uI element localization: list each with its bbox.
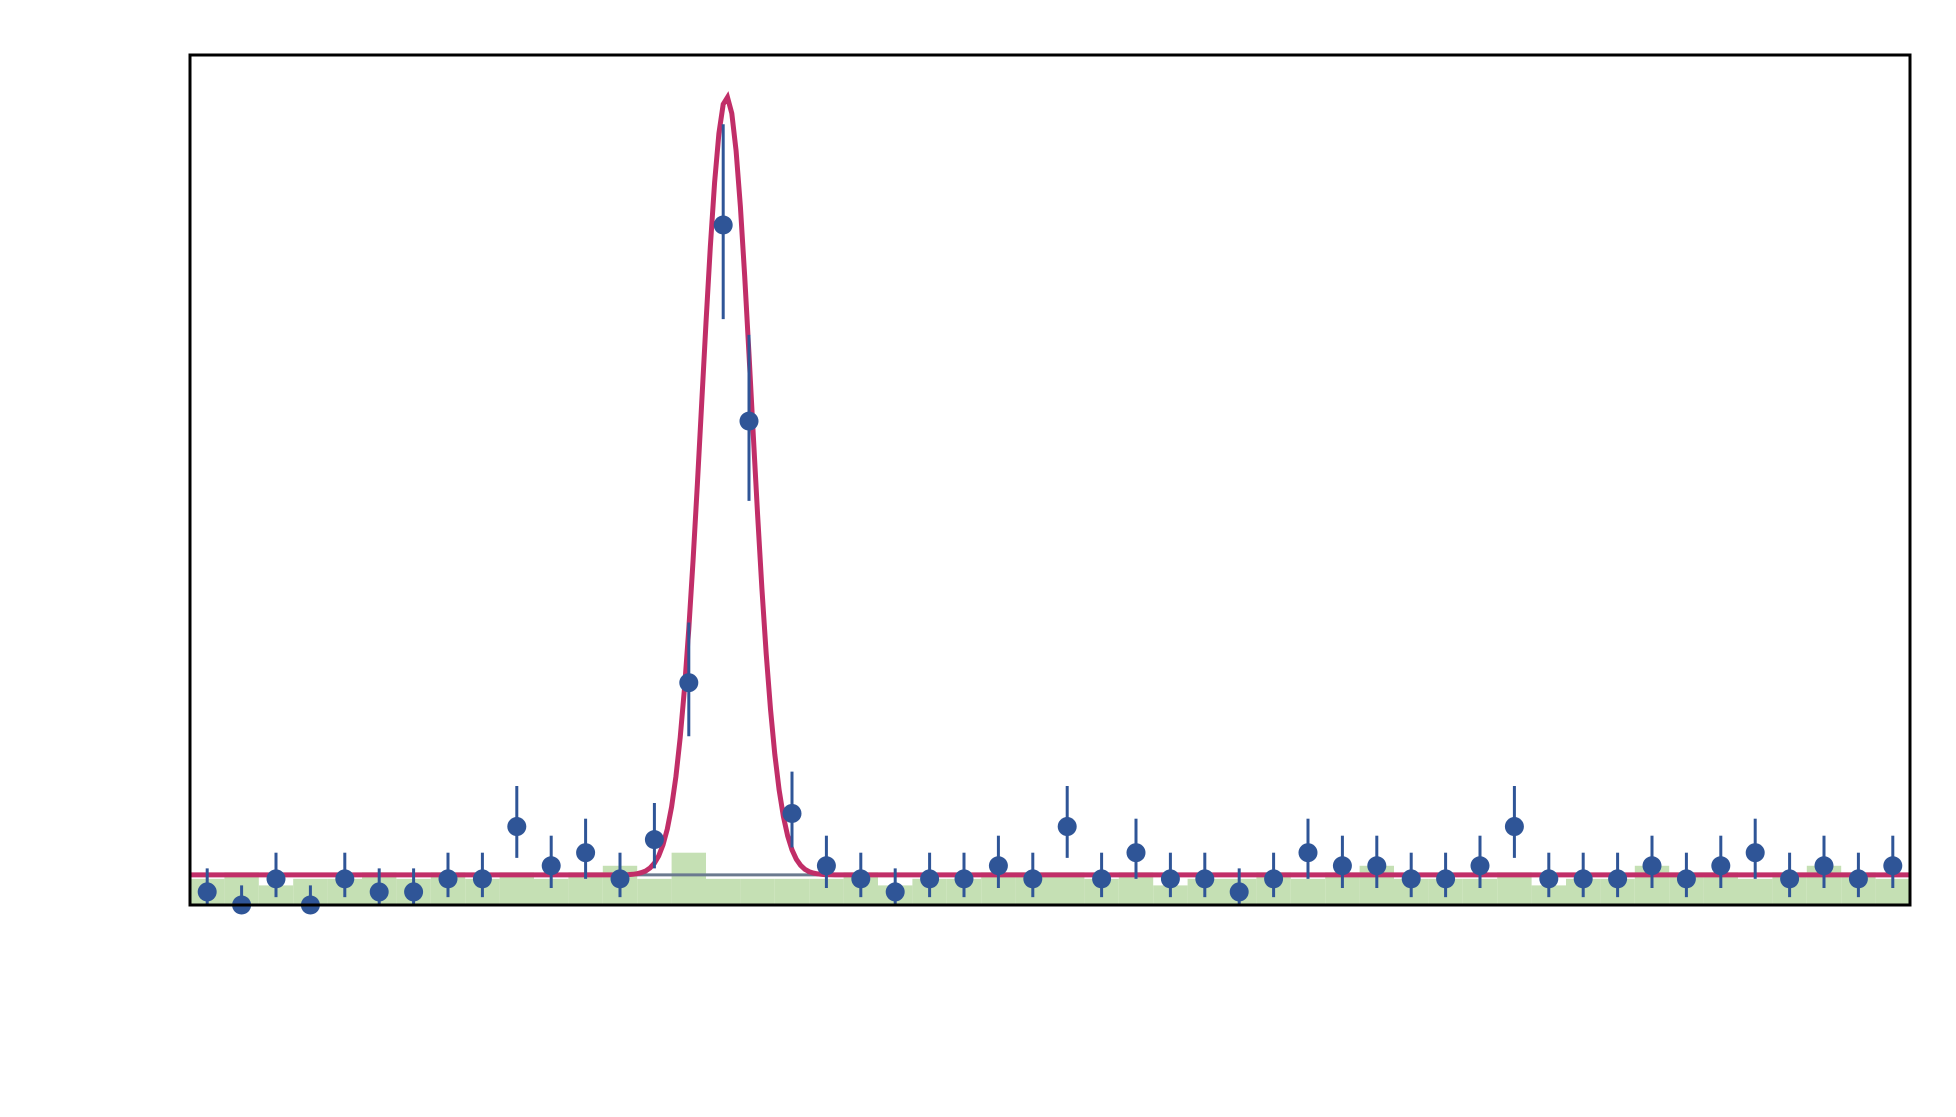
physics-figure — [0, 0, 1956, 1117]
data-point — [783, 804, 802, 823]
data-point — [1161, 869, 1180, 888]
data-point — [1195, 869, 1214, 888]
data-point — [335, 869, 354, 888]
bkg-bar — [672, 853, 706, 905]
data-point — [1815, 856, 1834, 875]
bkg-bar — [740, 879, 774, 905]
bkg-bar — [706, 879, 740, 905]
data-point — [473, 869, 492, 888]
data-point — [989, 856, 1008, 875]
bkg-bar — [637, 879, 671, 905]
data-point — [1127, 843, 1146, 862]
fit-curve — [190, 97, 1910, 875]
data-point — [886, 882, 905, 901]
data-point — [542, 856, 561, 875]
data-point — [1505, 817, 1524, 836]
data-point — [404, 882, 423, 901]
data-point — [1471, 856, 1490, 875]
data-point — [645, 830, 664, 849]
data-point — [1092, 869, 1111, 888]
data-point — [439, 869, 458, 888]
data-point — [1367, 856, 1386, 875]
data-point — [1746, 843, 1765, 862]
data-point — [817, 856, 836, 875]
data-point — [576, 843, 595, 862]
data-point — [1608, 869, 1627, 888]
bkg-bar — [1291, 879, 1325, 905]
data-point — [1711, 856, 1730, 875]
data-point — [1023, 869, 1042, 888]
bkg-bar — [775, 879, 809, 905]
data-point — [1574, 869, 1593, 888]
data-point — [851, 869, 870, 888]
data-point — [507, 817, 526, 836]
data-point — [1436, 869, 1455, 888]
data-point — [198, 882, 217, 901]
data-point — [1849, 869, 1868, 888]
data-point — [679, 673, 698, 692]
data-point — [1883, 856, 1902, 875]
data-point — [1402, 869, 1421, 888]
data-point — [1264, 869, 1283, 888]
data-point — [714, 216, 733, 235]
data-point — [1780, 869, 1799, 888]
data-point — [1058, 817, 1077, 836]
main-frame — [190, 55, 1910, 905]
data-point — [370, 882, 389, 901]
data-point — [611, 869, 630, 888]
data-point — [1230, 882, 1249, 901]
data-point — [1643, 856, 1662, 875]
bkg-bar — [1738, 879, 1772, 905]
data-point — [1299, 843, 1318, 862]
data-point — [955, 869, 974, 888]
data-point — [1539, 869, 1558, 888]
data-point — [1333, 856, 1352, 875]
data-point — [920, 869, 939, 888]
data-point — [267, 869, 286, 888]
data-point — [740, 412, 759, 431]
data-point — [1677, 869, 1696, 888]
